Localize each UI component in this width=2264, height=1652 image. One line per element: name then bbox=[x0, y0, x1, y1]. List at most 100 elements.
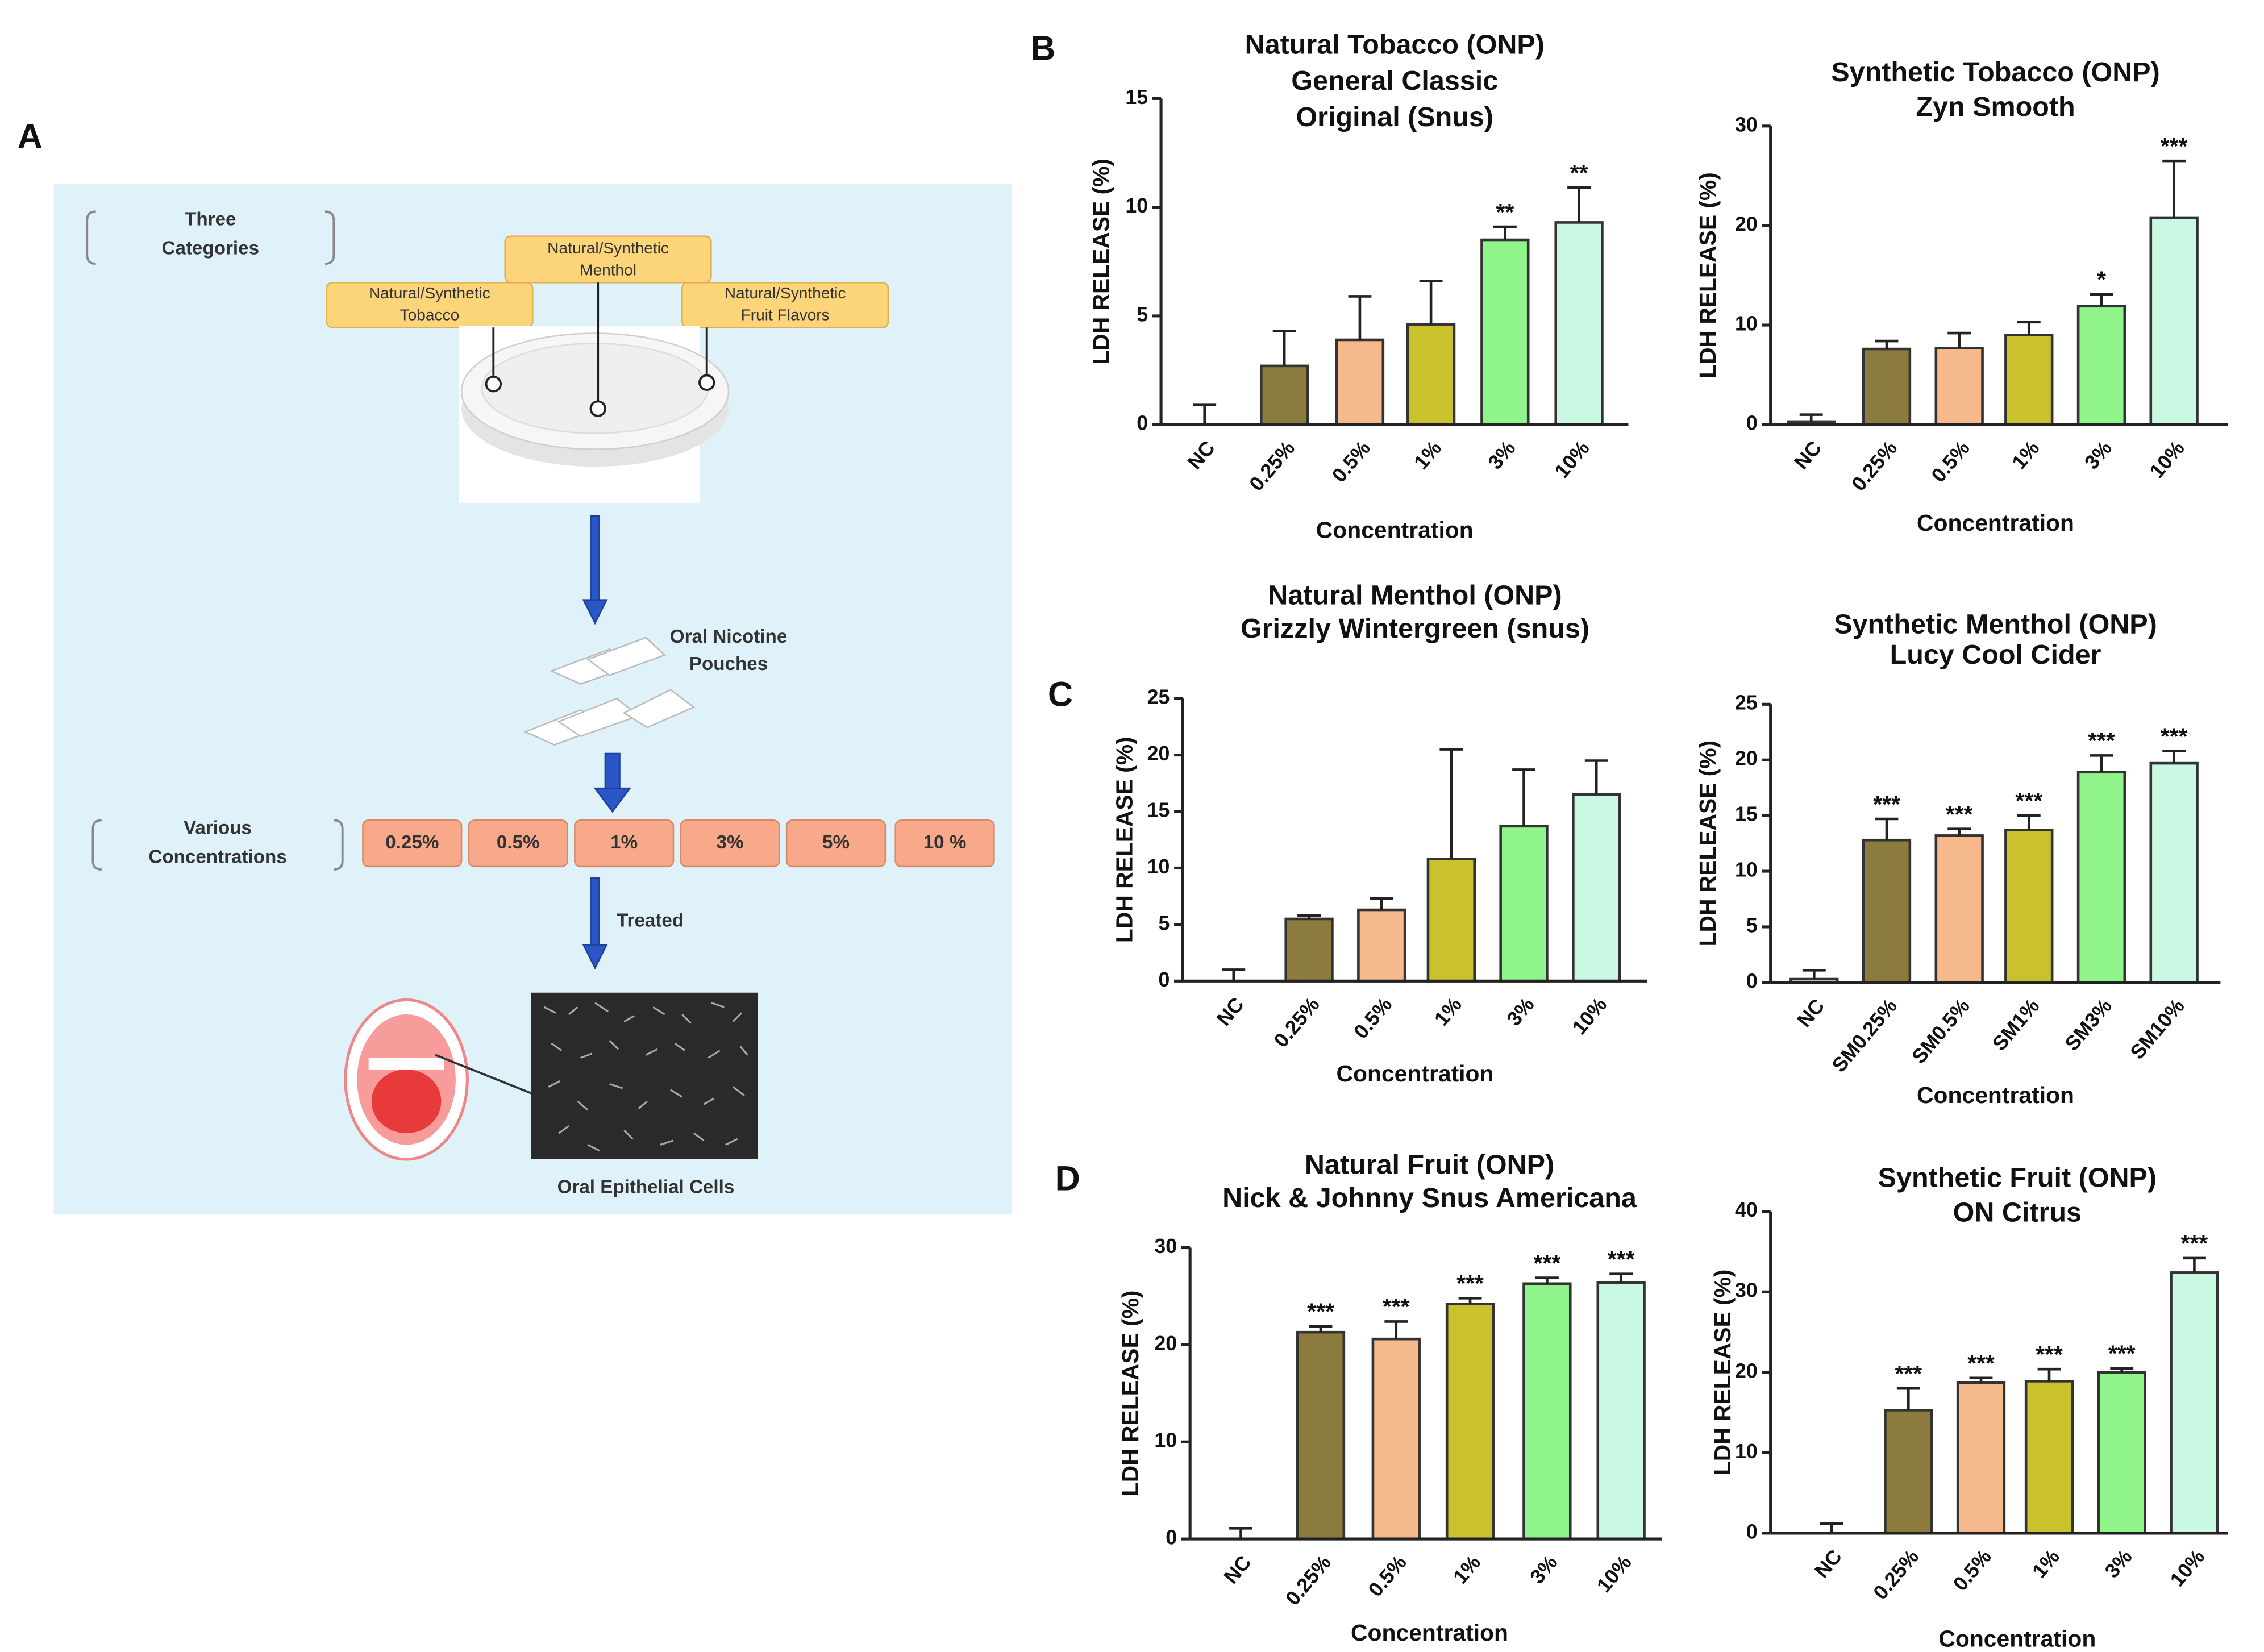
x-axis-label: Concentration bbox=[1337, 1060, 1494, 1087]
y-tick-label: 10 bbox=[1735, 859, 1758, 881]
error-bar bbox=[1820, 1522, 1843, 1533]
y-axis-label: LDH RELEASE (%) bbox=[1695, 740, 1721, 947]
concentration-label: 1% bbox=[610, 832, 638, 853]
concentration-label: 0.25% bbox=[385, 832, 439, 853]
y-tick-label: 0 bbox=[1159, 968, 1170, 991]
error-bar bbox=[2090, 754, 2113, 772]
error-bar bbox=[1875, 339, 1899, 349]
bar bbox=[1884, 1409, 1933, 1535]
error-bar bbox=[1512, 768, 1535, 826]
y-axis-label: LDH RELEASE (%) bbox=[1112, 736, 1138, 943]
significance: *** bbox=[2108, 1341, 2136, 1367]
box-label: Menthol bbox=[580, 261, 636, 278]
x-tick-label: 0.25% bbox=[1270, 993, 1324, 1052]
error-bar bbox=[1609, 1272, 1633, 1283]
significance: *** bbox=[1895, 1360, 1922, 1387]
error-bar bbox=[1947, 331, 1971, 348]
y-tick-label: 20 bbox=[1147, 742, 1170, 765]
significance: *** bbox=[1967, 1350, 1995, 1376]
x-tick-label: 0.5% bbox=[1949, 1545, 1996, 1595]
bar bbox=[1572, 793, 1621, 983]
chart-title: Synthetic Fruit (ONP) bbox=[1878, 1163, 2157, 1193]
chart-title: Natural Fruit (ONP) bbox=[1305, 1150, 1554, 1180]
x-tick-label: NC bbox=[1793, 994, 1829, 1031]
x-tick-label: SM10% bbox=[2126, 994, 2189, 1063]
bar bbox=[1522, 1282, 1572, 1541]
x-tick-label: NC bbox=[1789, 436, 1826, 473]
significance: *** bbox=[1946, 801, 1973, 827]
x-tick-label: SM0.25% bbox=[1828, 994, 1901, 1076]
y-tick-label: 10 bbox=[1735, 1440, 1758, 1463]
error-bar bbox=[1297, 914, 1321, 919]
x-tick-label: 1% bbox=[2028, 1545, 2064, 1582]
bar bbox=[1296, 1330, 1346, 1541]
error-bar bbox=[1493, 225, 1517, 240]
x-tick-label: NC bbox=[1212, 993, 1248, 1030]
bar bbox=[2004, 334, 2054, 426]
cells-texture bbox=[544, 1002, 748, 1152]
diagram-label: Oral Nicotine bbox=[670, 626, 788, 647]
concentration-label: 5% bbox=[822, 832, 850, 853]
y-tick-label: 25 bbox=[1147, 686, 1170, 709]
dish-inner bbox=[481, 343, 709, 434]
box-label: Tobacco bbox=[400, 306, 460, 323]
bar bbox=[2076, 771, 2126, 984]
arrows bbox=[582, 515, 631, 970]
y-tick-label: 0 bbox=[1746, 1520, 1758, 1543]
error-bar bbox=[1272, 330, 1296, 366]
category-box bbox=[681, 281, 889, 328]
panel-label: C bbox=[1048, 675, 1073, 714]
pouches bbox=[523, 636, 696, 746]
error-bar bbox=[2017, 814, 2041, 830]
significance: ** bbox=[1570, 160, 1588, 186]
significance: *** bbox=[1307, 1299, 1334, 1325]
box-label: Natural/Synthetic bbox=[725, 284, 846, 302]
x-axis-label: Concentration bbox=[1917, 510, 2074, 536]
chart-title: Synthetic Tobacco (ONP) bbox=[1831, 57, 2160, 88]
chart-title: Synthetic Menthol (ONP) bbox=[1834, 609, 2157, 639]
bar bbox=[1934, 347, 1984, 426]
bar bbox=[1862, 838, 1912, 984]
y-tick-label: 0 bbox=[1746, 412, 1758, 435]
significance: * bbox=[2097, 267, 2106, 293]
diagram-label: Concentrations bbox=[148, 846, 286, 867]
diagram-label: Treated bbox=[617, 910, 684, 931]
y-tick-label: 30 bbox=[1735, 1279, 1758, 1302]
y-tick-label: 10 bbox=[1154, 1429, 1177, 1452]
chart-title: Natural Menthol (ONP) bbox=[1268, 580, 1562, 610]
chart-title: Natural Tobacco (ONP) bbox=[1245, 29, 1545, 60]
error-bar bbox=[1969, 1376, 1993, 1383]
significance: *** bbox=[2181, 1230, 2208, 1256]
error-bar bbox=[1799, 413, 1823, 422]
diagram-label: Oral Epithelial Cells bbox=[557, 1177, 735, 1198]
significance: *** bbox=[2161, 723, 2188, 749]
error-bar bbox=[1458, 1297, 1482, 1304]
y-tick-label: 40 bbox=[1735, 1199, 1758, 1221]
bar bbox=[1406, 323, 1456, 426]
x-tick-label: SM0.5% bbox=[1907, 994, 1974, 1068]
significance: *** bbox=[1456, 1270, 1484, 1296]
category-box bbox=[504, 235, 712, 284]
bar bbox=[2149, 216, 2199, 426]
error-bar bbox=[1419, 280, 1443, 325]
x-tick-label: 3% bbox=[2100, 1545, 2137, 1582]
y-tick-label: 5 bbox=[1137, 303, 1148, 326]
bar bbox=[1862, 347, 1912, 426]
box-label: Fruit Flavors bbox=[741, 306, 830, 323]
y-tick-label: 30 bbox=[1154, 1235, 1177, 1258]
x-tick-label: 10% bbox=[1568, 993, 1612, 1039]
bar bbox=[1480, 238, 1530, 426]
bar bbox=[1934, 834, 1984, 984]
significance: *** bbox=[1383, 1293, 1410, 1320]
mouth bbox=[344, 998, 469, 1161]
x-tick-label: 0.25% bbox=[1847, 436, 1901, 495]
y-tick-label: 25 bbox=[1735, 692, 1758, 714]
error-bar bbox=[1584, 759, 1608, 795]
y-tick-label: 20 bbox=[1735, 213, 1758, 235]
panel-label: A bbox=[18, 117, 43, 156]
error-bar bbox=[1896, 1387, 1920, 1410]
y-axis-label: LDH RELEASE (%) bbox=[1695, 172, 1721, 378]
error-bar bbox=[1370, 897, 1393, 910]
panel-label: B bbox=[1030, 28, 1055, 67]
bar bbox=[1499, 825, 1549, 983]
